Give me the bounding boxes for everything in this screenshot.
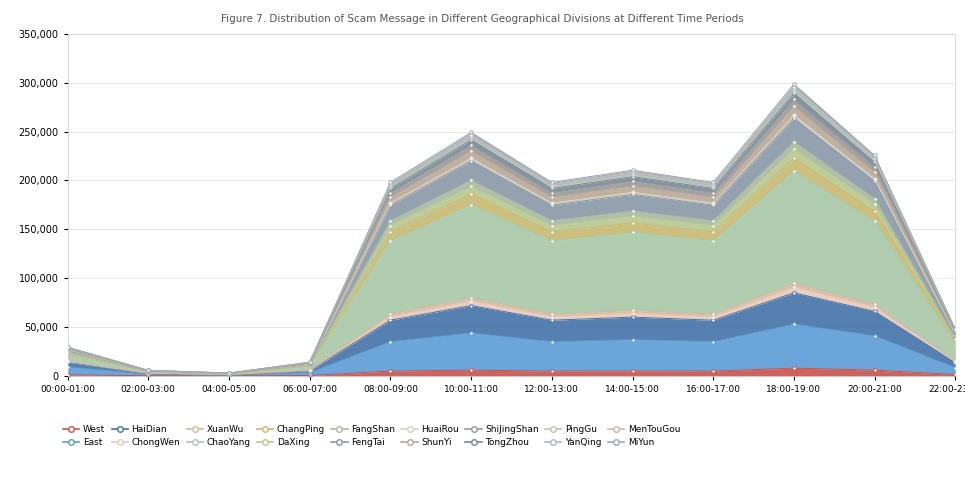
- Legend: West, East, HaiDian, ChongWen, XuanWu, ChaoYang, ChangPing, DaXing, FangShan, Fe: West, East, HaiDian, ChongWen, XuanWu, C…: [63, 425, 680, 447]
- Text: Figure 7. Distribution of Scam Message in Different Geographical Divisions at Di: Figure 7. Distribution of Scam Message i…: [221, 14, 744, 25]
